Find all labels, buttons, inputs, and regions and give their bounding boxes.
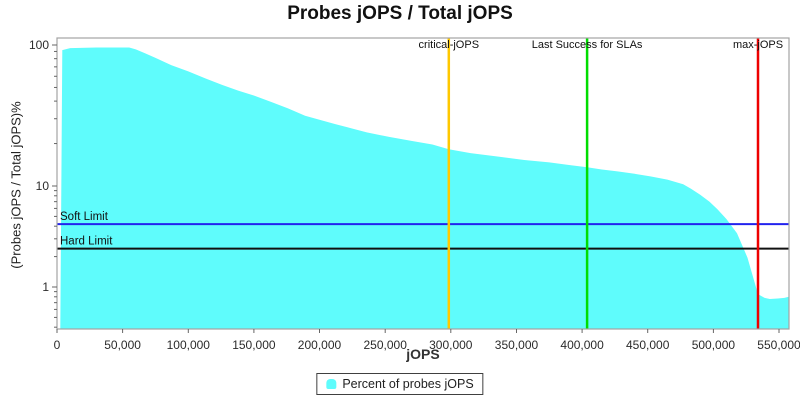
x-tick-label: 100,000 [167, 338, 211, 352]
y-tick-label: 1 [42, 280, 49, 294]
legend-item-label: Percent of probes jOPS [342, 377, 474, 391]
x-tick-label: 150,000 [232, 338, 276, 352]
area-series-percent-probes-jops [60, 47, 789, 329]
x-tick-label: 550,000 [757, 338, 800, 352]
x-tick-label: 0 [54, 338, 61, 352]
y-tick-label: 10 [36, 179, 50, 193]
chart-title: Probes jOPS / Total jOPS [287, 3, 513, 24]
x-axis-label: jOPS [406, 346, 440, 362]
y-tick-label: 100 [29, 38, 49, 52]
vline-label-last-success-for-slas: Last Success for SLAs [532, 39, 643, 51]
hline-label-hard-limit: Hard Limit [60, 236, 113, 248]
x-tick-label: 450,000 [626, 338, 670, 352]
x-tick-label: 350,000 [495, 338, 539, 352]
x-tick-label: 500,000 [692, 338, 736, 352]
x-tick-label: 400,000 [560, 338, 604, 352]
vline-label-critical-jops: critical-jOPS [419, 39, 480, 51]
x-tick-label: 200,000 [298, 338, 342, 352]
legend-swatch-icon [326, 379, 337, 389]
hline-label-soft-limit: Soft Limit [60, 211, 109, 223]
x-tick-label: 300,000 [429, 338, 473, 352]
x-tick-label: 250,000 [364, 338, 408, 352]
x-tick-label: 50,000 [104, 338, 141, 352]
plot-frame [56, 37, 790, 330]
legend: Percent of probes jOPS [316, 373, 484, 395]
vline-label-max-jops: max-jOPS [733, 39, 783, 51]
